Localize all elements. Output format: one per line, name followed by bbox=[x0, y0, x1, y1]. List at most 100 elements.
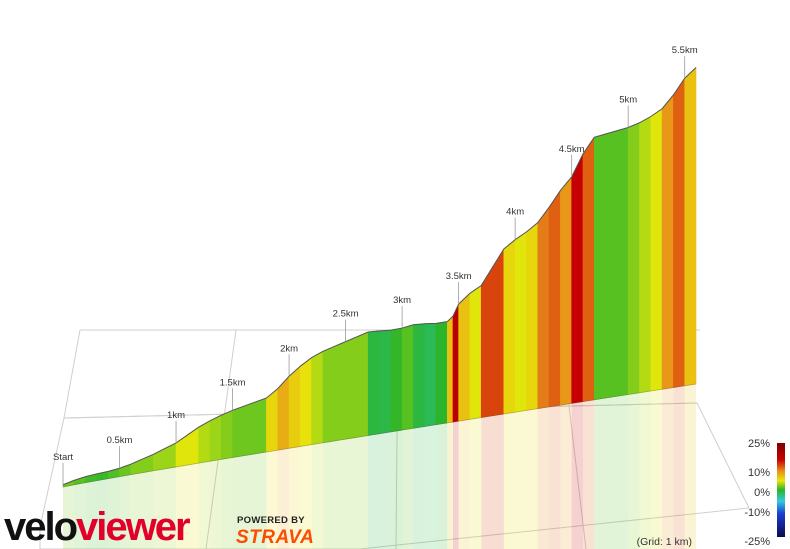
profile-segment bbox=[356, 331, 369, 438]
profile-segment bbox=[593, 133, 606, 401]
reflection-segment bbox=[379, 424, 391, 549]
profile-segment bbox=[322, 345, 335, 444]
reflection-segment bbox=[605, 376, 617, 549]
reflection-segment bbox=[402, 420, 414, 549]
reflection-segment bbox=[221, 454, 233, 549]
profile-segment bbox=[424, 323, 437, 427]
grid-edge-left bbox=[63, 329, 81, 419]
reflection-segment bbox=[436, 415, 448, 549]
strava-badge: POWERED BY STRAVA bbox=[236, 515, 314, 548]
distance-markers: Start 0.5km 1km 1.5km 2km 2.5km 3km 3.5km 4km 4.5… bbox=[53, 45, 698, 485]
profile-segment bbox=[390, 327, 403, 433]
profile-segment bbox=[288, 365, 301, 449]
profile-segment bbox=[492, 247, 505, 417]
reflection-segment bbox=[560, 386, 572, 549]
reflection-segment bbox=[96, 478, 109, 549]
reflection-segment bbox=[198, 458, 210, 549]
reflection-segment bbox=[345, 429, 357, 549]
grade-color-bar bbox=[777, 443, 785, 537]
profile-segment bbox=[333, 341, 346, 442]
distance-marker-label: 4.5km bbox=[559, 144, 585, 155]
strava-logo-text: STRAVA bbox=[236, 527, 314, 548]
profile-segment bbox=[452, 303, 459, 423]
reflection-segment bbox=[549, 389, 561, 549]
reflection-segment bbox=[673, 363, 685, 549]
reflection-segment bbox=[616, 374, 629, 549]
profile-wall bbox=[62, 66, 697, 488]
reflection-segment bbox=[662, 366, 674, 549]
profile-segment bbox=[266, 387, 279, 453]
distance-marker-label: 2km bbox=[280, 343, 298, 354]
profile-segment bbox=[548, 189, 561, 408]
svg-text:veloviewer: veloviewer bbox=[4, 505, 190, 549]
reflection-segment bbox=[684, 360, 696, 549]
distance-marker-label: 1.5km bbox=[220, 377, 246, 388]
distance-marker-label: 4km bbox=[506, 207, 524, 218]
profile-segment bbox=[413, 323, 426, 429]
reflection-segment bbox=[266, 445, 278, 549]
legend-label-10: 10% bbox=[748, 467, 770, 479]
grade-legend: 25% 10% 0% -10% -25% (Grid: 1 km) bbox=[637, 438, 785, 548]
reflection-segment bbox=[537, 392, 550, 549]
profile-reflection bbox=[63, 360, 696, 549]
profile-segment bbox=[582, 136, 595, 402]
reflection-segment bbox=[413, 418, 425, 549]
reflection-segment bbox=[571, 383, 583, 549]
profile-segment bbox=[254, 397, 267, 455]
reflection-segment bbox=[289, 440, 301, 549]
profile-segment bbox=[209, 414, 222, 462]
logo-velo-text: velo bbox=[4, 505, 77, 549]
reflection-segment bbox=[232, 452, 244, 549]
profile-segment bbox=[469, 284, 482, 420]
reflection-segment bbox=[452, 412, 459, 549]
reflection-segment bbox=[458, 410, 470, 549]
reflection-segment bbox=[108, 476, 120, 549]
profile-segment bbox=[537, 206, 550, 409]
logo-viewer-text: viewer bbox=[76, 505, 190, 549]
profile-segment bbox=[367, 330, 380, 436]
profile-segment bbox=[401, 324, 414, 431]
distance-marker-label: Start bbox=[53, 452, 73, 463]
reflection-segment bbox=[492, 401, 504, 549]
profile-segment bbox=[627, 122, 640, 395]
reflection-segment bbox=[322, 434, 335, 549]
profile-segment bbox=[232, 405, 245, 458]
reflection-segment bbox=[582, 380, 595, 549]
reflection-segment bbox=[187, 460, 199, 549]
reflection-segment bbox=[334, 431, 346, 549]
distance-marker-label: 3.5km bbox=[446, 271, 472, 282]
reflection-segment bbox=[209, 456, 222, 549]
profile-segment bbox=[571, 153, 584, 404]
legend-label-minus10: -10% bbox=[744, 507, 770, 519]
profile-segment bbox=[345, 336, 358, 440]
profile-segment bbox=[480, 266, 493, 418]
distance-marker-label: 2.5km bbox=[333, 309, 359, 320]
profile-segment bbox=[526, 221, 539, 411]
reflection-segment bbox=[142, 469, 154, 549]
reflection-segment bbox=[628, 372, 640, 549]
profile-segment bbox=[435, 321, 448, 426]
profile-base-line bbox=[62, 383, 697, 488]
distance-marker-label: 3km bbox=[393, 295, 411, 306]
reflection-segment bbox=[277, 442, 290, 549]
profile-segment bbox=[616, 127, 629, 397]
reflection-segment bbox=[356, 427, 369, 549]
reflection-segment bbox=[503, 399, 516, 549]
reflection-segment bbox=[639, 370, 651, 549]
profile-segment bbox=[164, 442, 177, 470]
profile-segment bbox=[243, 401, 256, 457]
reflection-segment bbox=[594, 378, 606, 549]
reflection-segment bbox=[63, 484, 75, 549]
reflection-segment bbox=[650, 368, 663, 549]
legend-label-0: 0% bbox=[754, 487, 770, 499]
reflection-segment bbox=[481, 404, 493, 549]
reflection-segment bbox=[469, 407, 482, 549]
profile-top-line bbox=[62, 67, 697, 486]
reflection-segment bbox=[119, 473, 131, 549]
reflection-segment bbox=[243, 450, 256, 549]
reflection-segment bbox=[526, 394, 538, 549]
legend-label-25: 25% bbox=[748, 438, 770, 450]
profile-segment bbox=[311, 350, 324, 445]
